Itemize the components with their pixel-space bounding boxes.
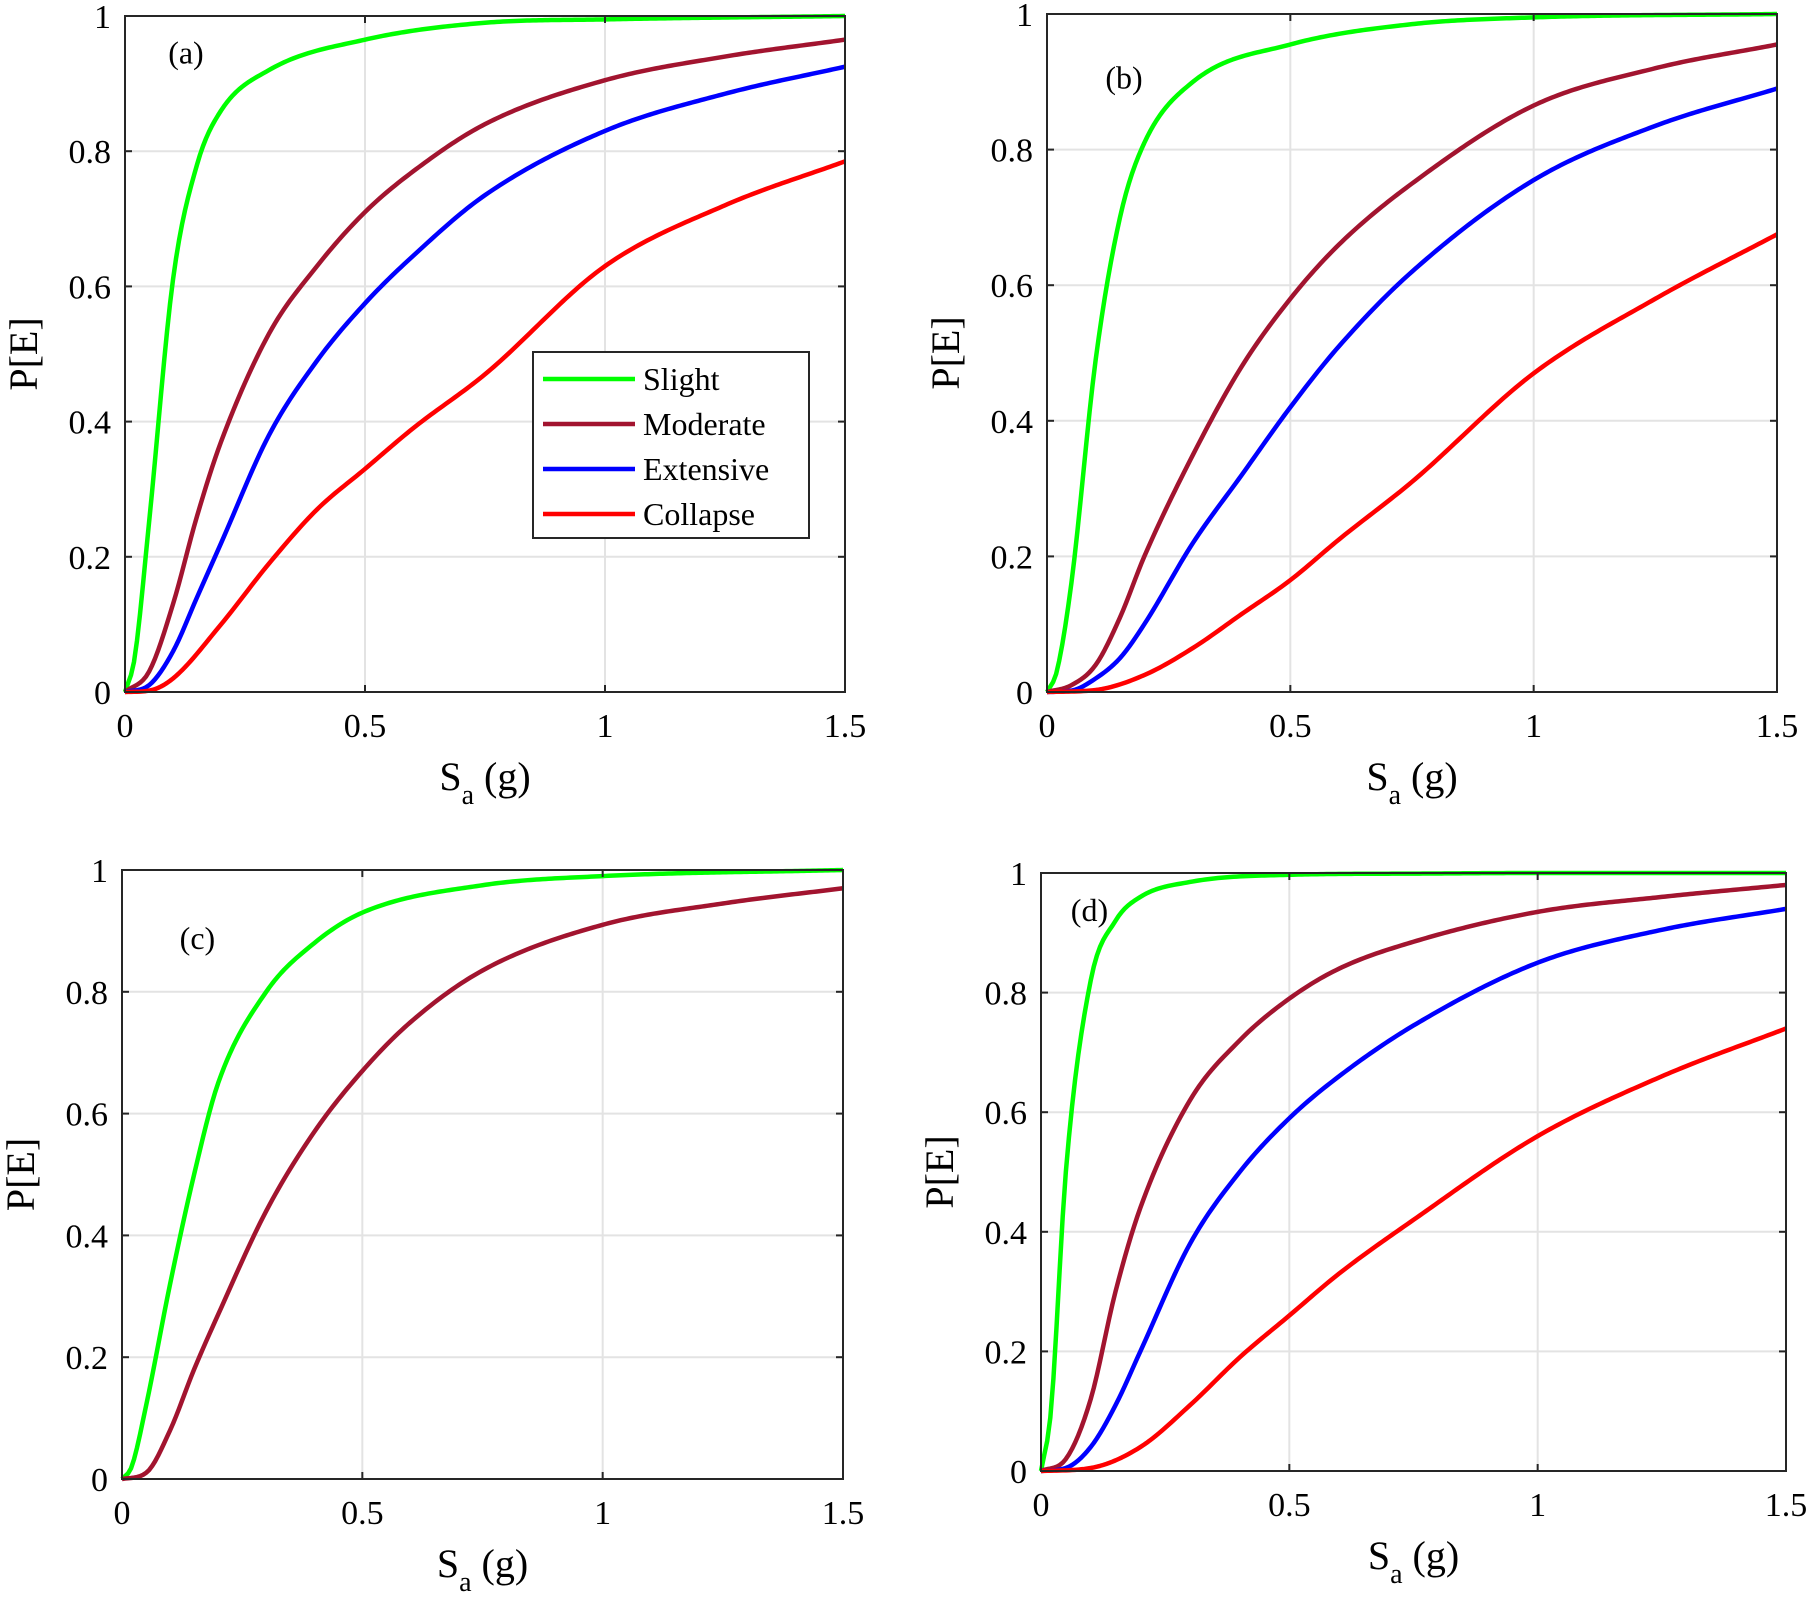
x-tick-label: 0.5 xyxy=(1268,1487,1311,1524)
y-tick-label: 1 xyxy=(1010,856,1027,893)
axes-box xyxy=(124,15,846,693)
x-tick-label: 0 xyxy=(114,1495,131,1532)
legend-label-collapse: Collapse xyxy=(643,496,755,532)
x-tick-label: 0.5 xyxy=(341,1495,384,1532)
y-tick-label: 0.2 xyxy=(985,1334,1028,1371)
series-line-slight xyxy=(120,867,844,1481)
series-line-extensive xyxy=(1046,86,1778,695)
x-tick-label: 1.5 xyxy=(1756,708,1799,745)
panel-label: (c) xyxy=(180,920,216,956)
x-tick-label: 0 xyxy=(1039,708,1056,745)
y-tick-label: 0.4 xyxy=(991,404,1034,441)
y-tick-label: 1 xyxy=(1016,0,1033,34)
legend-label-extensive: Extensive xyxy=(643,451,769,487)
y-tick-label: 0.6 xyxy=(985,1095,1028,1132)
plot-area xyxy=(1047,14,1777,692)
y-axis-label: P[E] xyxy=(923,316,968,389)
axes-box xyxy=(1046,13,1778,693)
panel-d: 0 0.5 1 1.5 0 0.2 0.4 0.6 0.8 1 Sa (g) P[E] (d) xyxy=(917,856,1807,1590)
series-line-moderate xyxy=(121,886,844,1482)
panel-label: (b) xyxy=(1105,60,1142,96)
y-tick-label: 0.2 xyxy=(69,540,112,577)
series-line-slight xyxy=(122,13,846,693)
series-line-slight xyxy=(1045,11,1778,694)
y-tick-label: 0 xyxy=(1010,1454,1027,1491)
x-tick-label: 0.5 xyxy=(1269,708,1312,745)
y-tick-label: 0.8 xyxy=(66,975,109,1012)
x-tick-label: 1 xyxy=(597,708,614,745)
x-tick-label: 1.5 xyxy=(822,1495,865,1532)
panel-a: 0 0.5 1 1.5 0 0.2 0.4 0.6 0.8 1 Sa (g) P[E] (a) Sligh… xyxy=(1,0,866,811)
y-tick-label: 0.4 xyxy=(69,405,112,442)
y-tick-label: 0 xyxy=(94,675,111,712)
x-tick-label: 1.5 xyxy=(1765,1487,1808,1524)
panel-b: 0 0.5 1 1.5 0 0.2 0.4 0.6 0.8 1 Sa (g) P[E] (b) xyxy=(923,0,1798,811)
x-axis-label: Sa (g) xyxy=(1366,754,1457,811)
axes-box xyxy=(1040,872,1787,1472)
y-tick-label: 0.6 xyxy=(66,1097,109,1134)
y-axis-label: P[E] xyxy=(0,1138,43,1211)
y-tick-label: 1 xyxy=(94,0,111,36)
series-line-moderate xyxy=(1046,42,1778,695)
x-tick-label: 1 xyxy=(1529,1487,1546,1524)
legend-box xyxy=(532,351,810,539)
axes-box xyxy=(121,869,844,1480)
series-line-collapse xyxy=(1040,1026,1787,1474)
series-line-extensive xyxy=(1040,906,1787,1474)
series-line-collapse xyxy=(1046,232,1779,695)
y-tick-label: 0.6 xyxy=(69,269,112,306)
y-tick-label: 0.2 xyxy=(66,1340,109,1377)
plot-area xyxy=(1041,873,1786,1471)
x-tick-label: 0.5 xyxy=(344,708,387,745)
legend-label-moderate: Moderate xyxy=(643,406,766,442)
y-tick-label: 0.8 xyxy=(985,976,1028,1013)
x-tick-label: 0 xyxy=(1033,1487,1050,1524)
panel-label: (d) xyxy=(1071,892,1108,928)
legend: Slight Moderate Extensive Collapse xyxy=(532,351,810,539)
y-tick-label: 1 xyxy=(91,853,108,890)
plot-area xyxy=(122,870,843,1479)
x-axis-label: Sa (g) xyxy=(1368,1533,1459,1590)
y-tick-label: 0.2 xyxy=(991,539,1034,576)
series-line-collapse xyxy=(124,159,846,695)
series-line-moderate xyxy=(1040,882,1787,1474)
x-tick-label: 1 xyxy=(1525,708,1542,745)
y-tick-label: 0 xyxy=(1016,675,1033,712)
panel-c: 0 0.5 1 1.5 0 0.2 0.4 0.6 0.8 1 Sa (g) P[E] (c) xyxy=(0,853,864,1598)
series-line-extensive xyxy=(124,64,846,695)
x-tick-label: 1.5 xyxy=(824,708,867,745)
x-tick-label: 0 xyxy=(117,708,134,745)
y-tick-label: 0.4 xyxy=(985,1215,1028,1252)
x-tick-label: 1 xyxy=(594,1495,611,1532)
y-axis-label: P[E] xyxy=(917,1135,962,1208)
y-tick-label: 0.6 xyxy=(991,268,1034,305)
y-axis-label: P[E] xyxy=(1,317,46,390)
legend-label-slight: Slight xyxy=(643,361,720,397)
y-tick-label: 0.8 xyxy=(69,134,112,171)
x-axis-label: Sa (g) xyxy=(439,754,530,811)
x-axis-label: Sa (g) xyxy=(437,1541,528,1598)
y-tick-label: 0 xyxy=(91,1462,108,1499)
panel-label: (a) xyxy=(168,34,204,70)
series-line-moderate xyxy=(123,37,846,694)
y-tick-label: 0.8 xyxy=(991,133,1034,170)
y-tick-label: 0.4 xyxy=(66,1218,109,1255)
